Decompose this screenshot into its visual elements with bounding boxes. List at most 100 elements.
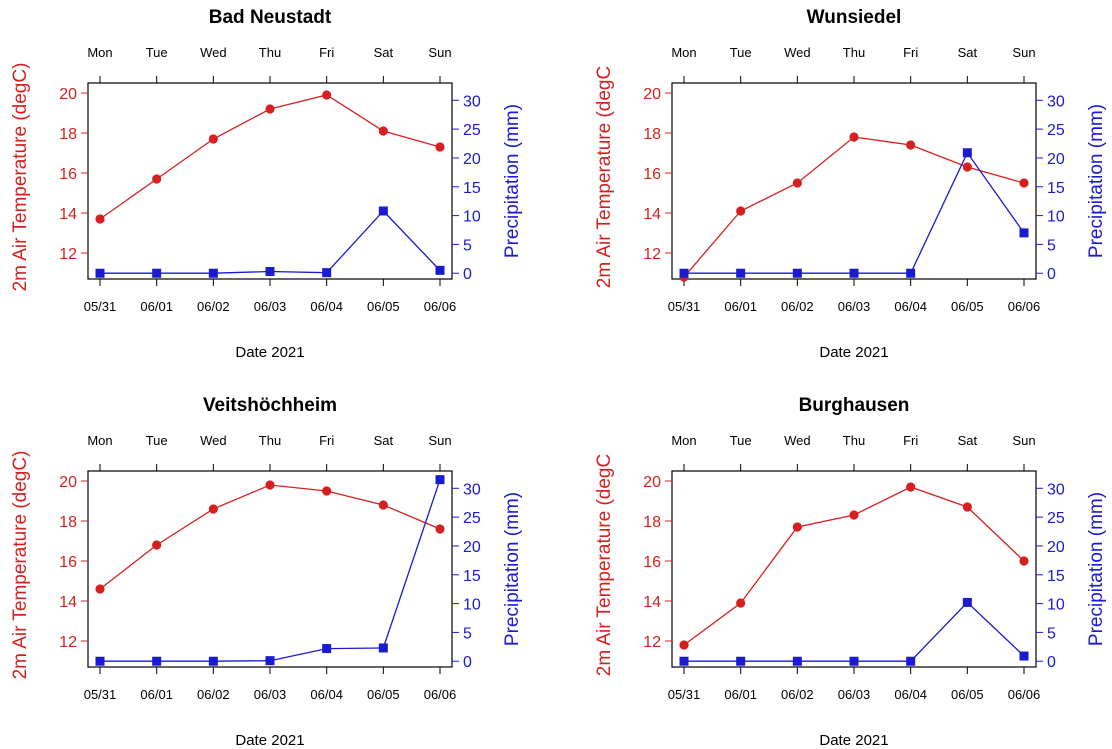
precipitation-point	[378, 643, 388, 653]
precipitation-point	[265, 267, 275, 277]
left-y-axis-label: 2m Air Temperature (degC	[594, 66, 615, 288]
precipitation-point	[962, 597, 972, 607]
top-tick-label: Mon	[87, 45, 112, 60]
top-tick-label: Sat	[374, 45, 394, 60]
chart-panel-2: Wunsiedel Mon Tue Wed Thu Fri Sat Sun 05/31 06/01…	[594, 7, 1107, 361]
right-tick-label: 10	[463, 209, 481, 226]
top-tick-label: Mon	[671, 433, 696, 448]
top-tick-label: Tue	[146, 433, 168, 448]
chart-panel-4: Burghausen Mon Tue Wed Thu Fri Sat Sun 05/31 06/0…	[594, 395, 1107, 749]
right-tick-label: 25	[463, 510, 481, 527]
top-tick-label: Tue	[730, 45, 752, 60]
x-tick-label: 06/03	[838, 299, 871, 314]
temperature-point	[265, 480, 275, 490]
x-axis-label: Date 2021	[819, 732, 888, 749]
temperature-point	[322, 90, 332, 100]
temperature-point	[906, 140, 916, 150]
right-tick-label: 5	[1047, 237, 1056, 254]
temperature-point	[435, 142, 445, 152]
x-axis-label: Date 2021	[235, 732, 304, 749]
precipitation-point	[792, 268, 802, 278]
temperature-point	[265, 104, 275, 114]
chart-title: Veitshöchheim	[203, 395, 337, 416]
x-tick-label: 06/01	[140, 299, 173, 314]
top-tick-label: Tue	[146, 45, 168, 60]
x-tick-label: 06/01	[724, 687, 757, 702]
temperature-point	[208, 504, 218, 514]
left-y-axis-label: 2m Air Temperature (degC	[594, 454, 615, 676]
left-tick-label: 12	[643, 246, 661, 263]
chart-title: Wunsiedel	[807, 7, 902, 28]
temperature-point	[736, 206, 746, 216]
right-tick-label: 25	[1047, 510, 1065, 527]
right-y-axis-label: Precipitation (mm)	[1086, 492, 1107, 646]
top-tick-label: Sat	[374, 433, 394, 448]
right-tick-label: 25	[1047, 122, 1065, 139]
left-tick-label: 18	[59, 514, 77, 531]
precipitation-point	[736, 656, 746, 666]
x-tick-label: 06/04	[310, 687, 343, 702]
precipitation-point	[906, 656, 916, 666]
right-tick-label: 20	[463, 151, 481, 168]
temperature-point	[152, 540, 162, 550]
precipitation-point	[792, 656, 802, 666]
temperature-point	[679, 640, 689, 650]
precipitation-point	[849, 656, 859, 666]
precipitation-point	[679, 268, 689, 278]
left-tick-label: 12	[643, 634, 661, 651]
temperature-point	[95, 214, 105, 224]
left-tick-label: 20	[643, 474, 661, 491]
temperature-point	[378, 126, 388, 136]
top-tick-label: Wed	[784, 433, 811, 448]
left-y-axis-label: 2m Air Temperature (degC)	[10, 63, 31, 292]
left-tick-label: 20	[59, 86, 77, 103]
right-tick-label: 0	[463, 654, 472, 671]
top-tick-label: Wed	[784, 45, 811, 60]
precipitation-point	[435, 265, 445, 275]
x-tick-label: 06/06	[424, 299, 457, 314]
left-tick-label: 20	[643, 86, 661, 103]
top-tick-label: Sun	[1012, 433, 1035, 448]
precipitation-point	[736, 268, 746, 278]
precipitation-point	[322, 644, 332, 654]
temperature-line	[683, 136, 1025, 278]
top-tick-label: Thu	[843, 45, 865, 60]
right-tick-label: 10	[1047, 597, 1065, 614]
right-tick-label: 0	[463, 266, 472, 283]
x-tick-label: 06/02	[781, 687, 814, 702]
top-tick-label: Sat	[958, 433, 978, 448]
right-tick-label: 30	[1047, 93, 1065, 110]
top-tick-label: Sun	[428, 433, 451, 448]
right-tick-label: 5	[463, 237, 472, 254]
x-tick-label: 06/06	[424, 687, 457, 702]
temperature-point	[849, 132, 859, 142]
x-tick-label: 06/05	[951, 299, 984, 314]
x-tick-label: 06/04	[310, 299, 343, 314]
x-tick-label: 06/03	[838, 687, 871, 702]
top-tick-label: Fri	[903, 45, 918, 60]
x-tick-label: 06/05	[367, 299, 400, 314]
right-tick-label: 0	[1047, 266, 1056, 283]
left-tick-label: 16	[59, 554, 77, 571]
temperature-point	[378, 500, 388, 510]
x-tick-label: 06/02	[197, 687, 230, 702]
top-tick-label: Tue	[730, 433, 752, 448]
precipitation-line	[684, 151, 1025, 274]
x-tick-label: 06/03	[254, 687, 287, 702]
right-tick-label: 15	[1047, 180, 1065, 197]
right-tick-label: 15	[463, 568, 481, 585]
right-tick-label: 30	[463, 93, 481, 110]
precipitation-point	[208, 656, 218, 666]
temperature-point	[322, 486, 332, 496]
left-tick-label: 18	[59, 126, 77, 143]
temperature-point	[736, 598, 746, 608]
top-tick-label: Mon	[671, 45, 696, 60]
right-tick-label: 5	[463, 625, 472, 642]
top-tick-label: Wed	[200, 433, 227, 448]
left-tick-label: 16	[643, 554, 661, 571]
x-tick-label: 05/31	[84, 299, 117, 314]
left-tick-label: 12	[59, 634, 77, 651]
x-tick-label: 06/06	[1008, 687, 1041, 702]
